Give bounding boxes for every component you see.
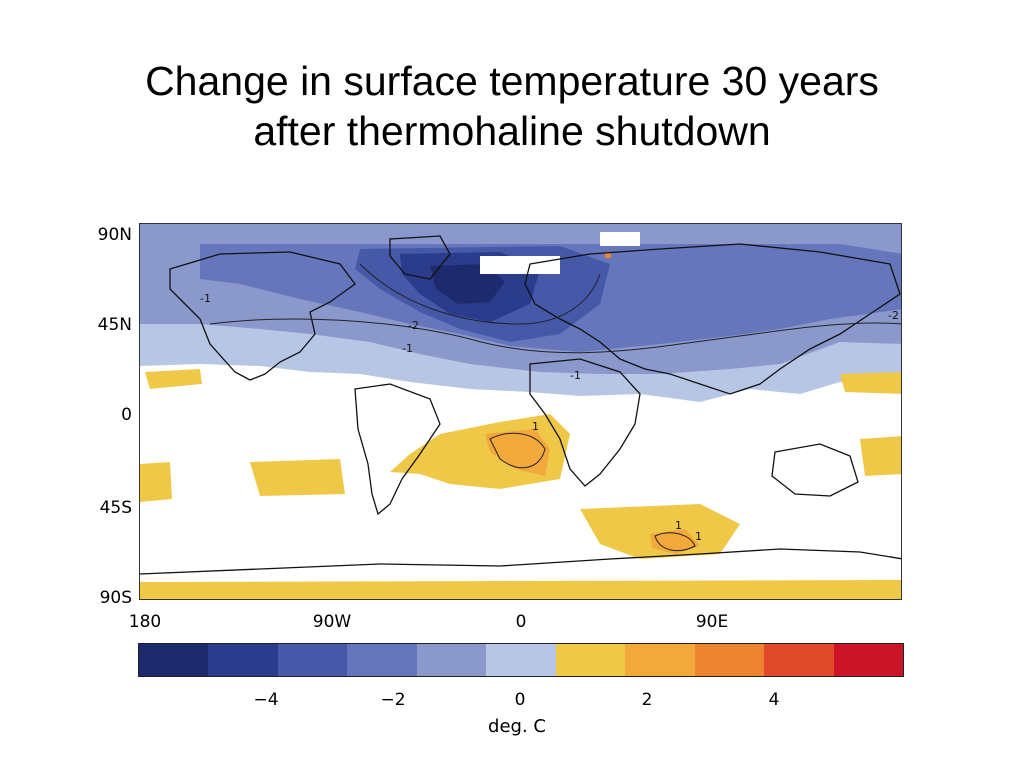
colorbar-cell	[555, 644, 626, 676]
contour-minus-1	[209, 318, 901, 354]
africa-outline	[529, 358, 641, 487]
warming-zone-tropical-west	[145, 369, 202, 389]
lon-label-90w: 90W	[312, 612, 352, 632]
contour-minus-2	[359, 263, 601, 325]
south-america-outline	[354, 383, 441, 516]
arctic-warm-spot	[605, 252, 611, 258]
colorbar-tick-minus-4: −4	[253, 690, 279, 710]
warming-zone-southern-ocean	[580, 504, 740, 559]
contour-label: 1	[675, 519, 682, 532]
lon-label-0: 0	[515, 612, 527, 632]
warming-core-atlantic	[485, 429, 550, 476]
lat-label-45s: 45S	[99, 498, 132, 518]
temperature-colorbar	[138, 643, 904, 677]
colorbar-cell	[347, 644, 417, 676]
lat-label-45n: 45N	[97, 315, 132, 335]
map-canvas: -1 -1 -1 -2 1 1 -2 1	[140, 224, 901, 599]
colorbar-tick-0: 0	[514, 690, 526, 710]
colorbar-cell	[208, 644, 278, 676]
warming-zone-south-atlantic-west	[250, 459, 345, 496]
arctic-white-patch	[480, 256, 560, 274]
lat-label-90s: 90S	[99, 588, 132, 608]
warming-zone-east-pacific-south	[860, 436, 901, 476]
lon-label-90e: 90E	[695, 612, 729, 632]
contour-label: -2	[888, 309, 899, 322]
antarctica-outline	[140, 548, 901, 575]
contour-label: -2	[408, 319, 419, 332]
warming-zone-pacific-south	[140, 462, 172, 502]
contour-label: -1	[570, 369, 581, 382]
contour-lines	[209, 263, 901, 552]
colorbar-cell	[625, 644, 695, 676]
arctic-white-patch-2	[600, 232, 640, 246]
colorbar-cell	[486, 644, 556, 676]
contour-label: -1	[200, 292, 211, 305]
contour-plus-1-south	[654, 532, 696, 552]
coastlines	[140, 235, 901, 575]
colorbar-cell	[833, 644, 903, 676]
lon-label-180: 180	[128, 612, 162, 632]
warming-core-southern	[650, 529, 700, 554]
north-america-outline	[169, 251, 356, 381]
warming-zone-antarctic-band	[140, 580, 901, 599]
greenland-outline	[389, 235, 451, 280]
contour-plus-1	[489, 432, 546, 469]
warming-zone-pacific-east	[840, 372, 901, 394]
title-line-1: Change in surface temperature 30 years	[145, 58, 879, 104]
temperature-map: -1 -1 -1 -2 1 1 -2 1	[139, 223, 902, 600]
europe-asia-outline	[524, 243, 901, 395]
colorbar-cell	[139, 644, 209, 676]
colorbar-cell	[416, 644, 487, 676]
slide-title: Change in surface temperature 30 years a…	[0, 56, 1024, 156]
title-line-2: after thermohaline shutdown	[253, 108, 771, 154]
contour-label: 1	[695, 530, 702, 543]
colorbar-cell	[694, 644, 765, 676]
lat-label-90n: 90N	[97, 225, 132, 245]
colorbar-cell	[764, 644, 834, 676]
colorbar-tick-minus-2: −2	[380, 690, 406, 710]
colorbar-tick-2: 2	[641, 690, 653, 710]
colorbar-tick-4: 4	[768, 690, 780, 710]
contour-label: 1	[532, 420, 539, 433]
contour-label: -1	[402, 342, 413, 355]
australia-outline	[771, 443, 859, 497]
colorbar-cell	[277, 644, 348, 676]
lat-label-0: 0	[121, 405, 132, 425]
colorbar-units: deg. C	[488, 716, 546, 737]
